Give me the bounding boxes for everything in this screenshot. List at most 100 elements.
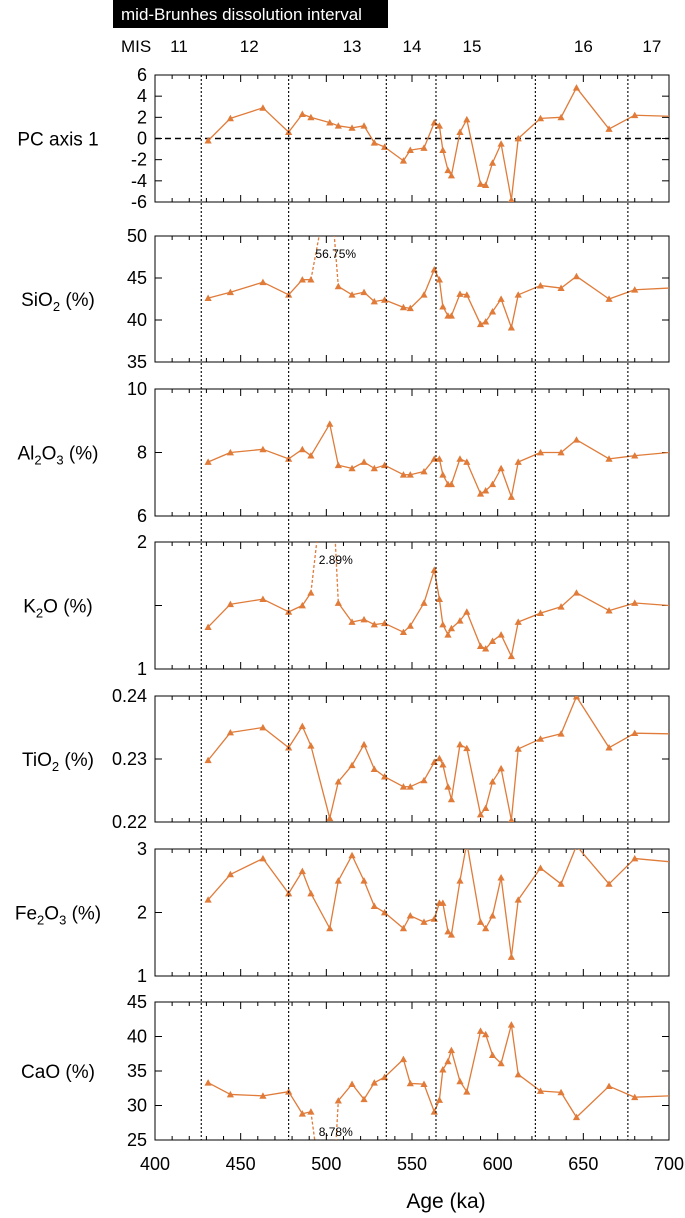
data-point (204, 137, 212, 144)
series (204, 420, 669, 500)
x-axis-label: Age (ka) (406, 1190, 485, 1213)
series-segment (310, 542, 318, 593)
data-point (298, 867, 306, 875)
x-axis: 400 450 500 550 600 650 700 (140, 1154, 684, 1174)
data-point (514, 896, 522, 903)
data-point (572, 436, 581, 443)
data-point (439, 146, 447, 154)
data-point (204, 756, 212, 764)
series-segment (207, 732, 231, 761)
panel-label: Fe2O3 (%) (15, 904, 101, 928)
data-point (605, 1082, 613, 1090)
data-point (226, 448, 234, 456)
series-segment (230, 448, 264, 454)
data-point (370, 1079, 378, 1086)
panel-frame (154, 235, 670, 363)
series-segment (517, 284, 541, 296)
data-point (420, 144, 428, 151)
series-segment (337, 602, 353, 623)
series-segment (207, 873, 231, 901)
series-segment (576, 592, 610, 612)
series-segment (608, 1085, 635, 1098)
data-point (307, 1108, 315, 1115)
data-point (307, 742, 315, 749)
series-segment (384, 776, 404, 788)
series-segment (540, 606, 562, 614)
data-point (497, 764, 505, 772)
data-point (536, 609, 545, 616)
series-segment (560, 1092, 578, 1118)
series-segment (517, 451, 541, 463)
data-point (536, 114, 545, 122)
data-point (326, 420, 334, 427)
data-point (370, 297, 378, 305)
panel-label: PC axis 1 (17, 130, 98, 151)
mis-label-15: 15 (463, 37, 482, 56)
series-segment (500, 877, 513, 958)
data-point (557, 284, 565, 291)
x-tick-label: 600 (483, 1154, 513, 1174)
data-point (456, 455, 464, 462)
data-point (557, 113, 565, 121)
series-segment (576, 1085, 610, 1118)
data-point (482, 1030, 490, 1038)
x-tick-label: 550 (397, 1154, 427, 1174)
series-segment (510, 294, 519, 328)
series-segment (334, 542, 339, 603)
data-point (572, 272, 581, 280)
data-point (463, 1088, 471, 1095)
data-point (557, 603, 565, 610)
panel-4: 0.22 0.23 0.24 TiO2 (%) (22, 686, 670, 832)
series-segment (335, 1100, 339, 1140)
mis-labels: 11 12 13 14 15 16 17 (170, 37, 661, 56)
data-point (226, 288, 234, 296)
data-point (447, 1046, 456, 1054)
series-segment (262, 448, 289, 460)
series-segment (510, 748, 519, 821)
data-point (259, 723, 267, 731)
series-segment (329, 880, 339, 929)
data-point (298, 722, 306, 730)
data-point (259, 104, 267, 111)
data-point (435, 122, 444, 129)
data-point (326, 119, 334, 126)
series-segment (442, 764, 449, 787)
panel-frame (154, 848, 670, 977)
series-segment (310, 745, 331, 819)
data-point (298, 1110, 306, 1117)
data-point (370, 464, 378, 472)
panel-2: 6 8 10 Al2O3 (%) (18, 379, 670, 526)
series-segment (485, 781, 494, 809)
data-point (605, 295, 613, 302)
series-segment (384, 1058, 404, 1078)
data-point (631, 286, 639, 293)
data-point (360, 615, 368, 623)
series-segment (466, 1030, 482, 1092)
series-segment (438, 599, 444, 625)
series-segment (510, 138, 519, 200)
data-point (456, 128, 464, 136)
data-point (536, 448, 545, 456)
panel-6: 25 30 35 40 45 CaO (%) 8.78% (21, 992, 670, 1150)
data-point (631, 599, 639, 606)
series-segment (634, 732, 669, 735)
series (204, 696, 669, 822)
data-point (360, 740, 368, 748)
series-segment (560, 849, 576, 885)
data-point (482, 924, 490, 932)
data-point (420, 467, 428, 475)
data-point (514, 134, 522, 142)
series-segment (466, 748, 482, 815)
series-segment (608, 289, 635, 300)
series-segment (634, 114, 669, 117)
data-point (439, 471, 447, 478)
annotation-label: 2.89% (319, 553, 353, 567)
series-segment (576, 439, 610, 460)
series-segment (485, 1034, 494, 1056)
data-point (605, 880, 613, 887)
data-point (447, 795, 456, 803)
mis-label-16: 16 (574, 37, 593, 56)
data-point (334, 461, 342, 469)
series-segment (608, 455, 635, 460)
data-point (399, 1055, 408, 1063)
